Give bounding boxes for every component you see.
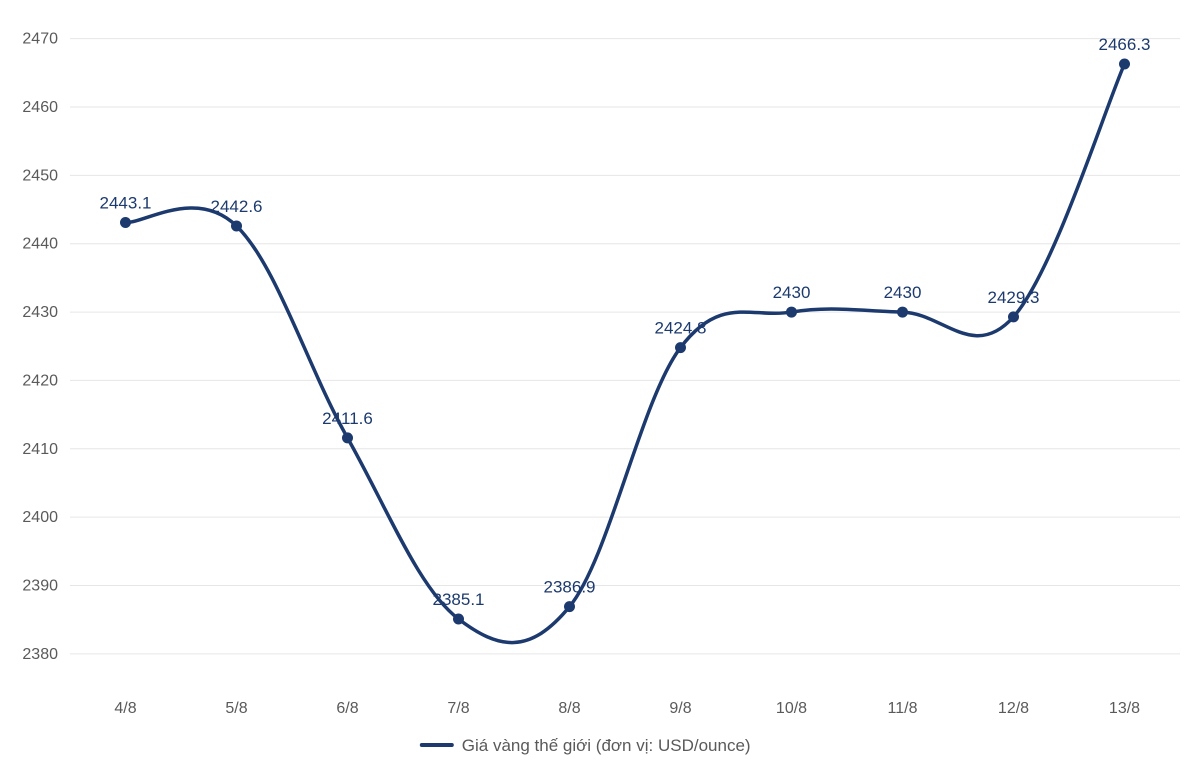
data-label: 2430	[884, 283, 922, 302]
x-tick-label: 4/8	[114, 700, 136, 717]
line-chart: 2380 2390 2400 2410 2420 2430 2440 2450 2460 2470…	[0, 0, 1187, 777]
y-tick-label: 2470	[22, 31, 58, 48]
y-tick-label: 2430	[22, 304, 58, 321]
x-tick-label: 7/8	[447, 700, 469, 717]
y-tick-label: 2380	[22, 646, 58, 663]
data-point	[564, 601, 575, 612]
x-tick-label: 6/8	[336, 700, 358, 717]
y-tick-label: 2460	[22, 99, 58, 116]
data-point	[342, 432, 353, 443]
data-point	[231, 220, 242, 231]
x-tick-label: 9/8	[669, 700, 691, 717]
x-tick-label: 10/8	[776, 700, 807, 717]
y-tick-label: 2440	[22, 236, 58, 253]
x-tick-label: 13/8	[1109, 700, 1140, 717]
series-line	[126, 64, 1125, 643]
y-tick-label: 2390	[22, 577, 58, 594]
data-label: 2386.9	[544, 578, 596, 597]
y-tick-label: 2450	[22, 167, 58, 184]
data-label: 2411.6	[322, 409, 373, 428]
data-label: 2430	[773, 283, 811, 302]
x-tick-label: 11/8	[888, 700, 918, 717]
data-point	[897, 307, 908, 318]
data-label: 2424.8	[655, 319, 707, 338]
y-tick-label: 2400	[22, 509, 58, 526]
y-tick-label: 2410	[22, 441, 58, 458]
data-point	[120, 217, 131, 228]
chart-svg: 2380 2390 2400 2410 2420 2430 2440 2450 2460 2470…	[0, 0, 1187, 777]
data-label: 2429.3	[988, 288, 1040, 307]
x-tick-label: 5/8	[225, 700, 247, 717]
data-label: 2443.1	[100, 194, 152, 213]
data-label: 2385.1	[433, 590, 485, 609]
data-point	[453, 613, 464, 624]
data-point	[1008, 311, 1019, 322]
legend-label: Giá vàng thế giới (đơn vị: USD/ounce)	[462, 736, 751, 755]
data-label: 2466.3	[1099, 35, 1151, 54]
data-point	[675, 342, 686, 353]
x-tick-label: 8/8	[558, 700, 580, 717]
data-label: 2442.6	[211, 197, 263, 216]
x-tick-label: 12/8	[998, 700, 1029, 717]
y-tick-label: 2420	[22, 372, 58, 389]
data-point	[1119, 58, 1130, 69]
data-point	[786, 307, 797, 318]
